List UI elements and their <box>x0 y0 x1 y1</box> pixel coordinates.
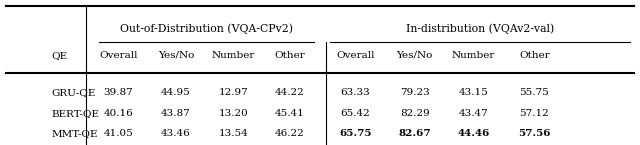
Text: 82.67: 82.67 <box>399 129 431 138</box>
Text: 45.41: 45.41 <box>275 109 304 118</box>
Text: GRU-QE: GRU-QE <box>51 88 95 97</box>
Text: Overall: Overall <box>99 51 138 60</box>
Text: Number: Number <box>452 51 495 60</box>
Text: 40.16: 40.16 <box>104 109 133 118</box>
Text: BERT-QE: BERT-QE <box>51 109 99 118</box>
Text: 82.29: 82.29 <box>400 109 429 118</box>
Text: 43.46: 43.46 <box>161 129 191 138</box>
Text: 44.95: 44.95 <box>161 88 191 97</box>
Text: 41.05: 41.05 <box>104 129 133 138</box>
Text: 43.87: 43.87 <box>161 109 191 118</box>
Text: Other: Other <box>519 51 550 60</box>
Text: 13.20: 13.20 <box>219 109 248 118</box>
Text: QE: QE <box>51 51 67 60</box>
Text: 12.97: 12.97 <box>219 88 248 97</box>
Text: 79.23: 79.23 <box>400 88 429 97</box>
Text: Yes/No: Yes/No <box>158 51 194 60</box>
Text: 46.22: 46.22 <box>275 129 304 138</box>
Text: Number: Number <box>212 51 255 60</box>
Text: 13.54: 13.54 <box>219 129 248 138</box>
Text: 57.12: 57.12 <box>520 109 549 118</box>
Text: 43.15: 43.15 <box>459 88 488 97</box>
Text: 65.75: 65.75 <box>339 129 371 138</box>
Text: 57.56: 57.56 <box>518 129 550 138</box>
Text: 55.75: 55.75 <box>520 88 549 97</box>
Text: 44.46: 44.46 <box>458 129 490 138</box>
Text: Yes/No: Yes/No <box>397 51 433 60</box>
Text: 44.22: 44.22 <box>275 88 304 97</box>
Text: 63.33: 63.33 <box>340 88 370 97</box>
Text: MMT-QE: MMT-QE <box>51 129 98 138</box>
Text: 65.42: 65.42 <box>340 109 370 118</box>
Text: Out-of-Distribution (VQA-CPv2): Out-of-Distribution (VQA-CPv2) <box>120 24 293 34</box>
Text: 43.47: 43.47 <box>459 109 488 118</box>
Text: 39.87: 39.87 <box>104 88 133 97</box>
Text: In-distribution (VQAv2-val): In-distribution (VQAv2-val) <box>406 24 554 34</box>
Text: Other: Other <box>274 51 305 60</box>
Text: Overall: Overall <box>336 51 374 60</box>
